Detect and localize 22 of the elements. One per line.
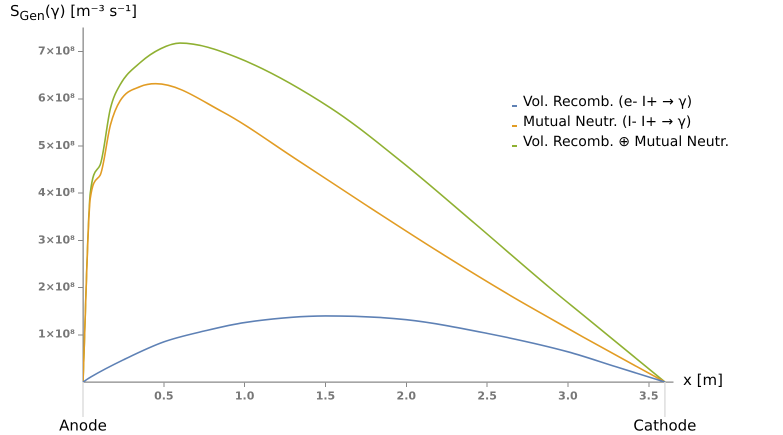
x-tick-label: 3.0	[558, 389, 578, 402]
legend-label: Mutual Neutr. (I- I+ → γ)	[523, 113, 692, 132]
x-axis-title: x [m]	[683, 371, 723, 389]
x-tick-label: 1.5	[316, 389, 336, 402]
annotation: Cathode	[633, 416, 696, 434]
y-axis-title: S$_{Gen}$(γ) [m⁻³ s⁻¹]	[10, 2, 137, 23]
x-tick-label: 2.5	[477, 389, 497, 402]
y-tick-label: 7×10⁸	[38, 44, 76, 58]
y-tick-label: 4×10⁸	[38, 186, 76, 200]
x-tick-label: 3.5	[639, 389, 659, 402]
x-tick-label: 0.5	[154, 389, 174, 402]
line-series	[83, 315, 666, 382]
annotation: Anode	[59, 416, 107, 434]
legend-label: Vol. Recomb. (e- I+ → γ)	[523, 93, 692, 112]
y-tick-label: 2×10⁸	[38, 280, 76, 294]
y-tick-label: 1×10⁸	[38, 328, 76, 341]
legend-label: Vol. Recomb. ⊕ Mutual Neutr.	[523, 133, 730, 152]
y-tick-label: 5×10⁸	[38, 138, 76, 152]
y-tick-label: 3×10⁸	[38, 233, 76, 246]
x-tick-label: 1.0	[234, 389, 255, 402]
y-tick-label: 6×10⁸	[38, 92, 76, 105]
x-tick-label: 2.0	[396, 389, 416, 402]
